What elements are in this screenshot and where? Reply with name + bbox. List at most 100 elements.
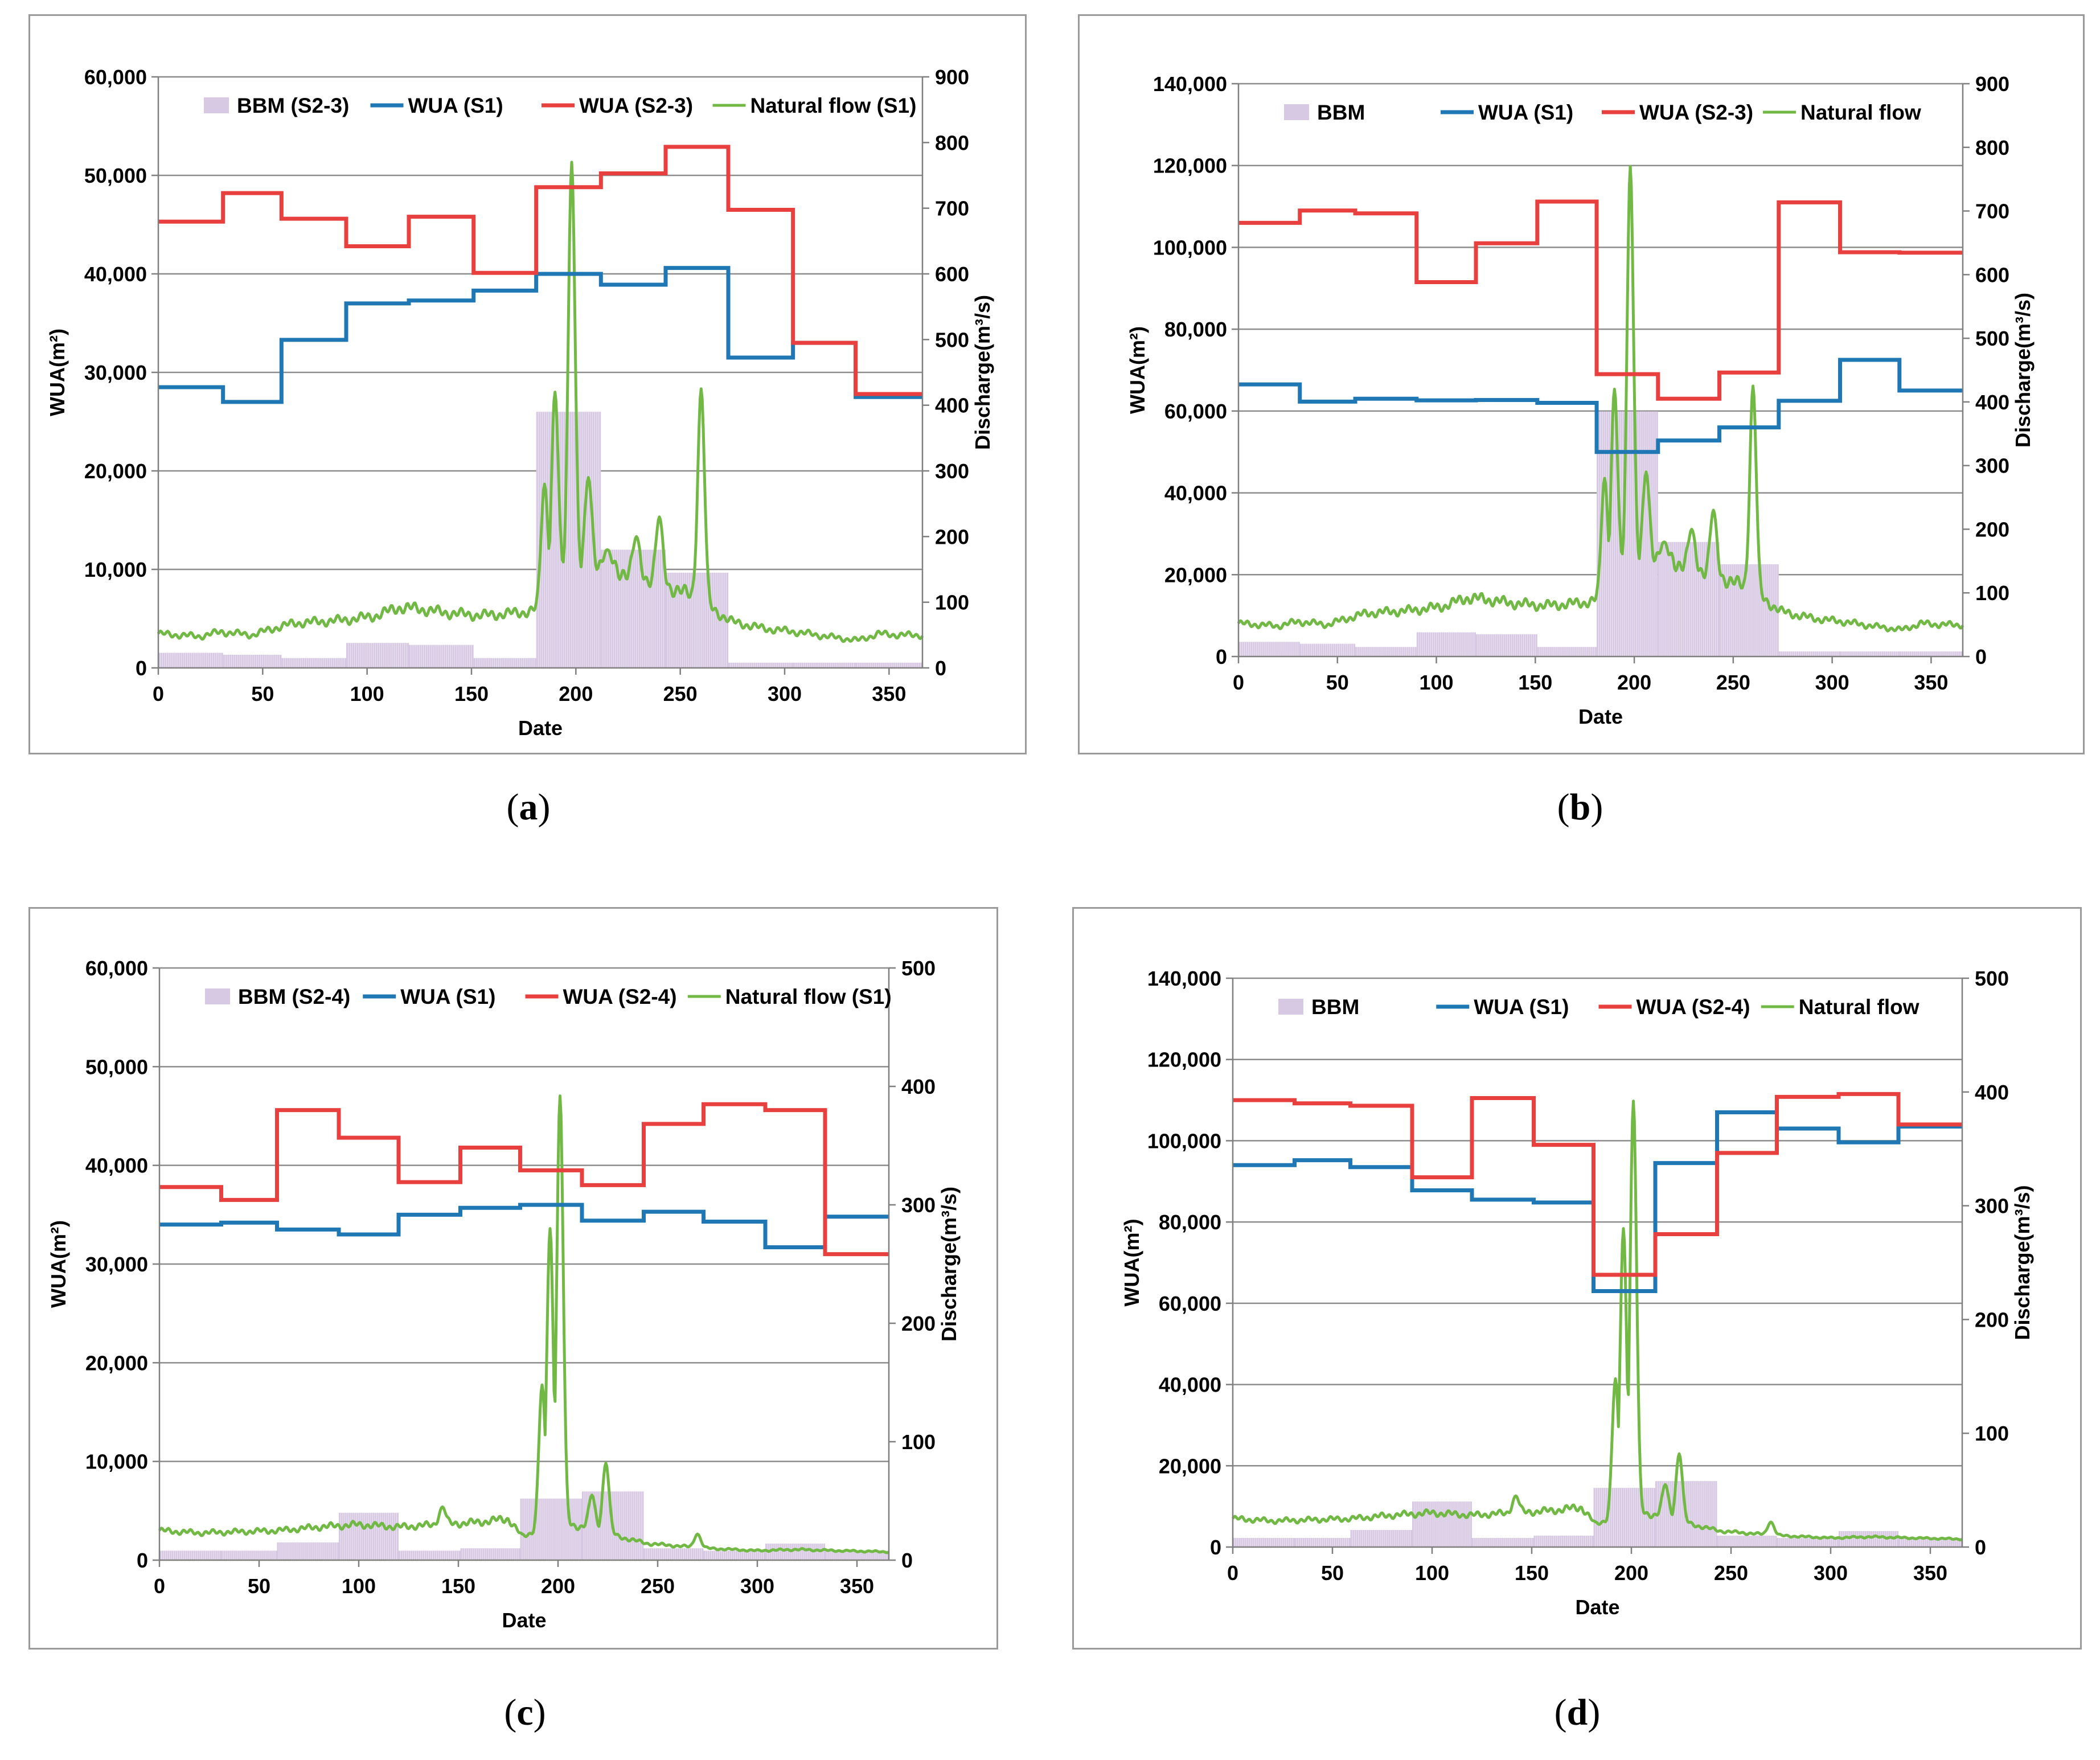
bbm-bar: [277, 1542, 339, 1560]
legend-bbm: BBM: [1317, 101, 1365, 124]
y-tick-label: 40,000: [1159, 1373, 1221, 1397]
legend-bbm-entry: BBM (S2-4): [205, 985, 350, 1008]
y2-tick-label: 400: [1975, 391, 2009, 414]
bbm-bar: [520, 1498, 582, 1560]
x-tick-label: 150: [454, 682, 489, 705]
x-tick-label: 350: [1913, 1561, 1947, 1585]
x-tick-label: 250: [1714, 1561, 1748, 1585]
legend-natural-flow-entry: Natural flow: [1763, 101, 1921, 124]
x-axis-title: Date: [1575, 1595, 1619, 1619]
y-tick-label: 40,000: [84, 262, 147, 286]
legend-wua-s1: WUA (S1): [1478, 101, 1573, 124]
legend-wua-s1-entry: WUA (S1): [363, 985, 495, 1008]
legend-wua-s2: WUA (S2-3): [1639, 101, 1753, 124]
x-tick-label: 0: [1227, 1561, 1238, 1585]
legend-bbm: BBM (S2-4): [238, 985, 350, 1008]
chart-svg-d: 0 20,000 40,000 60,000 80,000 100,000 120,000 1…: [1120, 967, 2034, 1619]
x-tick-label: 200: [1617, 671, 1651, 694]
y-tick-label: 20,000: [84, 460, 147, 483]
x-tick-label: 50: [1321, 1561, 1344, 1585]
y2-tick-label: 100: [1975, 581, 2009, 605]
x-tick-label: 50: [248, 1574, 270, 1598]
x-tick-label: 0: [154, 1574, 165, 1598]
legend-wua-s2: WUA (S2-4): [563, 985, 677, 1008]
y-tick-label: 20,000: [1164, 563, 1227, 586]
y2-tick-label: 500: [901, 957, 936, 980]
legend-bbm-entry: BBM (S2-3): [204, 94, 349, 117]
natural-flow-line: [157, 161, 924, 643]
y2-axis-title: Discharge(m³/s): [2011, 1185, 2034, 1340]
y-tick-label: 60,000: [84, 65, 147, 89]
y2-tick-label: 100: [1975, 1422, 2009, 1445]
y2-tick-label: 0: [901, 1549, 913, 1572]
x-tick-label: 0: [1233, 671, 1244, 694]
bbm-bar: [1472, 1538, 1534, 1547]
y-tick-label: 20,000: [85, 1351, 148, 1375]
x-tick-label: 350: [1914, 671, 1948, 694]
x-tick-label: 300: [1814, 1561, 1848, 1585]
y2-tick-label: 200: [935, 525, 969, 548]
y-tick-label: 100,000: [1153, 236, 1227, 259]
y-tick-label: 100,000: [1147, 1129, 1221, 1152]
bbm-bar: [1350, 1530, 1412, 1547]
y-tick-label: 140,000: [1147, 967, 1221, 990]
legend-natural-flow-entry: Natural flow (S1): [687, 985, 892, 1008]
legend-wua-s1: WUA (S1): [408, 94, 503, 117]
y-tick-label: 140,000: [1153, 72, 1227, 96]
legend-bbm: BBM: [1311, 995, 1359, 1019]
x-tick-label: 350: [872, 682, 906, 705]
y2-tick-label: 0: [1975, 1536, 1986, 1559]
wua-s1-line: [159, 1203, 889, 1250]
legend-wua-s1-entry: WUA (S1): [1441, 101, 1573, 124]
x-tick-label: 350: [840, 1574, 874, 1598]
legend-wua-s2-entry: WUA (S2-4): [1598, 995, 1750, 1019]
legend-wua-s2: WUA (S2-4): [1636, 995, 1750, 1019]
y-tick-label: 50,000: [85, 1055, 148, 1078]
y-tick-label: 60,000: [1164, 400, 1227, 423]
y2-axis-title: Discharge(m³/s): [2011, 293, 2035, 448]
y2-tick-label: 300: [901, 1193, 936, 1217]
bbm-bar: [728, 662, 793, 668]
y-tick-label: 80,000: [1159, 1211, 1221, 1234]
bbm-bar: [158, 653, 223, 668]
y2-tick-label: 800: [1975, 136, 2009, 159]
y-tick-label: 0: [137, 1549, 148, 1572]
legend-wua-s1: WUA (S1): [400, 985, 495, 1008]
x-tick-label: 150: [1515, 1561, 1549, 1585]
x-axis-title: Date: [1578, 705, 1623, 728]
natural-flow-line: [1237, 165, 1964, 633]
legend-wua-s1-entry: WUA (S1): [370, 94, 503, 117]
legend-wua-s2: WUA (S2-3): [579, 94, 693, 117]
y2-tick-label: 200: [1975, 518, 2009, 541]
chart-panel-b: 0 20,000 40,000 60,000 80,000 100,000 120,000 1…: [1078, 14, 2085, 754]
bbm-bar: [281, 658, 346, 668]
y2-tick-label: 600: [1975, 263, 2009, 286]
y2-tick-label: 700: [935, 197, 969, 220]
y-tick-label: 60,000: [85, 957, 148, 980]
legend-wua-s2-entry: WUA (S2-4): [525, 985, 677, 1008]
x-tick-label: 250: [663, 682, 698, 705]
y2-tick-label: 900: [935, 65, 969, 89]
x-tick-label: 50: [251, 682, 274, 705]
x-axis-title: Date: [518, 716, 563, 740]
y2-tick-label: 800: [935, 131, 969, 154]
chart-frame: [28, 907, 998, 1650]
chart-panel-d: 0 20,000 40,000 60,000 80,000 100,000 120,000 1…: [1072, 907, 2082, 1650]
wua-s1-line: [1233, 1110, 1962, 1293]
y2-tick-label: 500: [1975, 327, 2009, 350]
y2-tick-label: 100: [901, 1430, 936, 1454]
y-tick-label: 30,000: [84, 361, 147, 384]
legend-swatch: [1284, 104, 1309, 120]
panel-label-d: (d): [1554, 1692, 1601, 1733]
bbm-bar: [536, 412, 601, 668]
chart-panel-c: 0 10,000 20,000 30,000 40,000 50,000 60,000 0 10…: [28, 907, 998, 1650]
y-tick-label: 40,000: [1164, 482, 1227, 505]
bbm-bar: [1597, 411, 1658, 657]
y-tick-label: 10,000: [85, 1450, 148, 1474]
y2-tick-label: 300: [1975, 454, 2009, 478]
wua-s2-line: [159, 1102, 889, 1257]
y2-tick-label: 700: [1975, 200, 2009, 223]
y2-tick-label: 600: [935, 262, 969, 286]
y2-tick-label: 400: [1975, 1081, 2009, 1104]
y-tick-label: 120,000: [1153, 154, 1227, 178]
